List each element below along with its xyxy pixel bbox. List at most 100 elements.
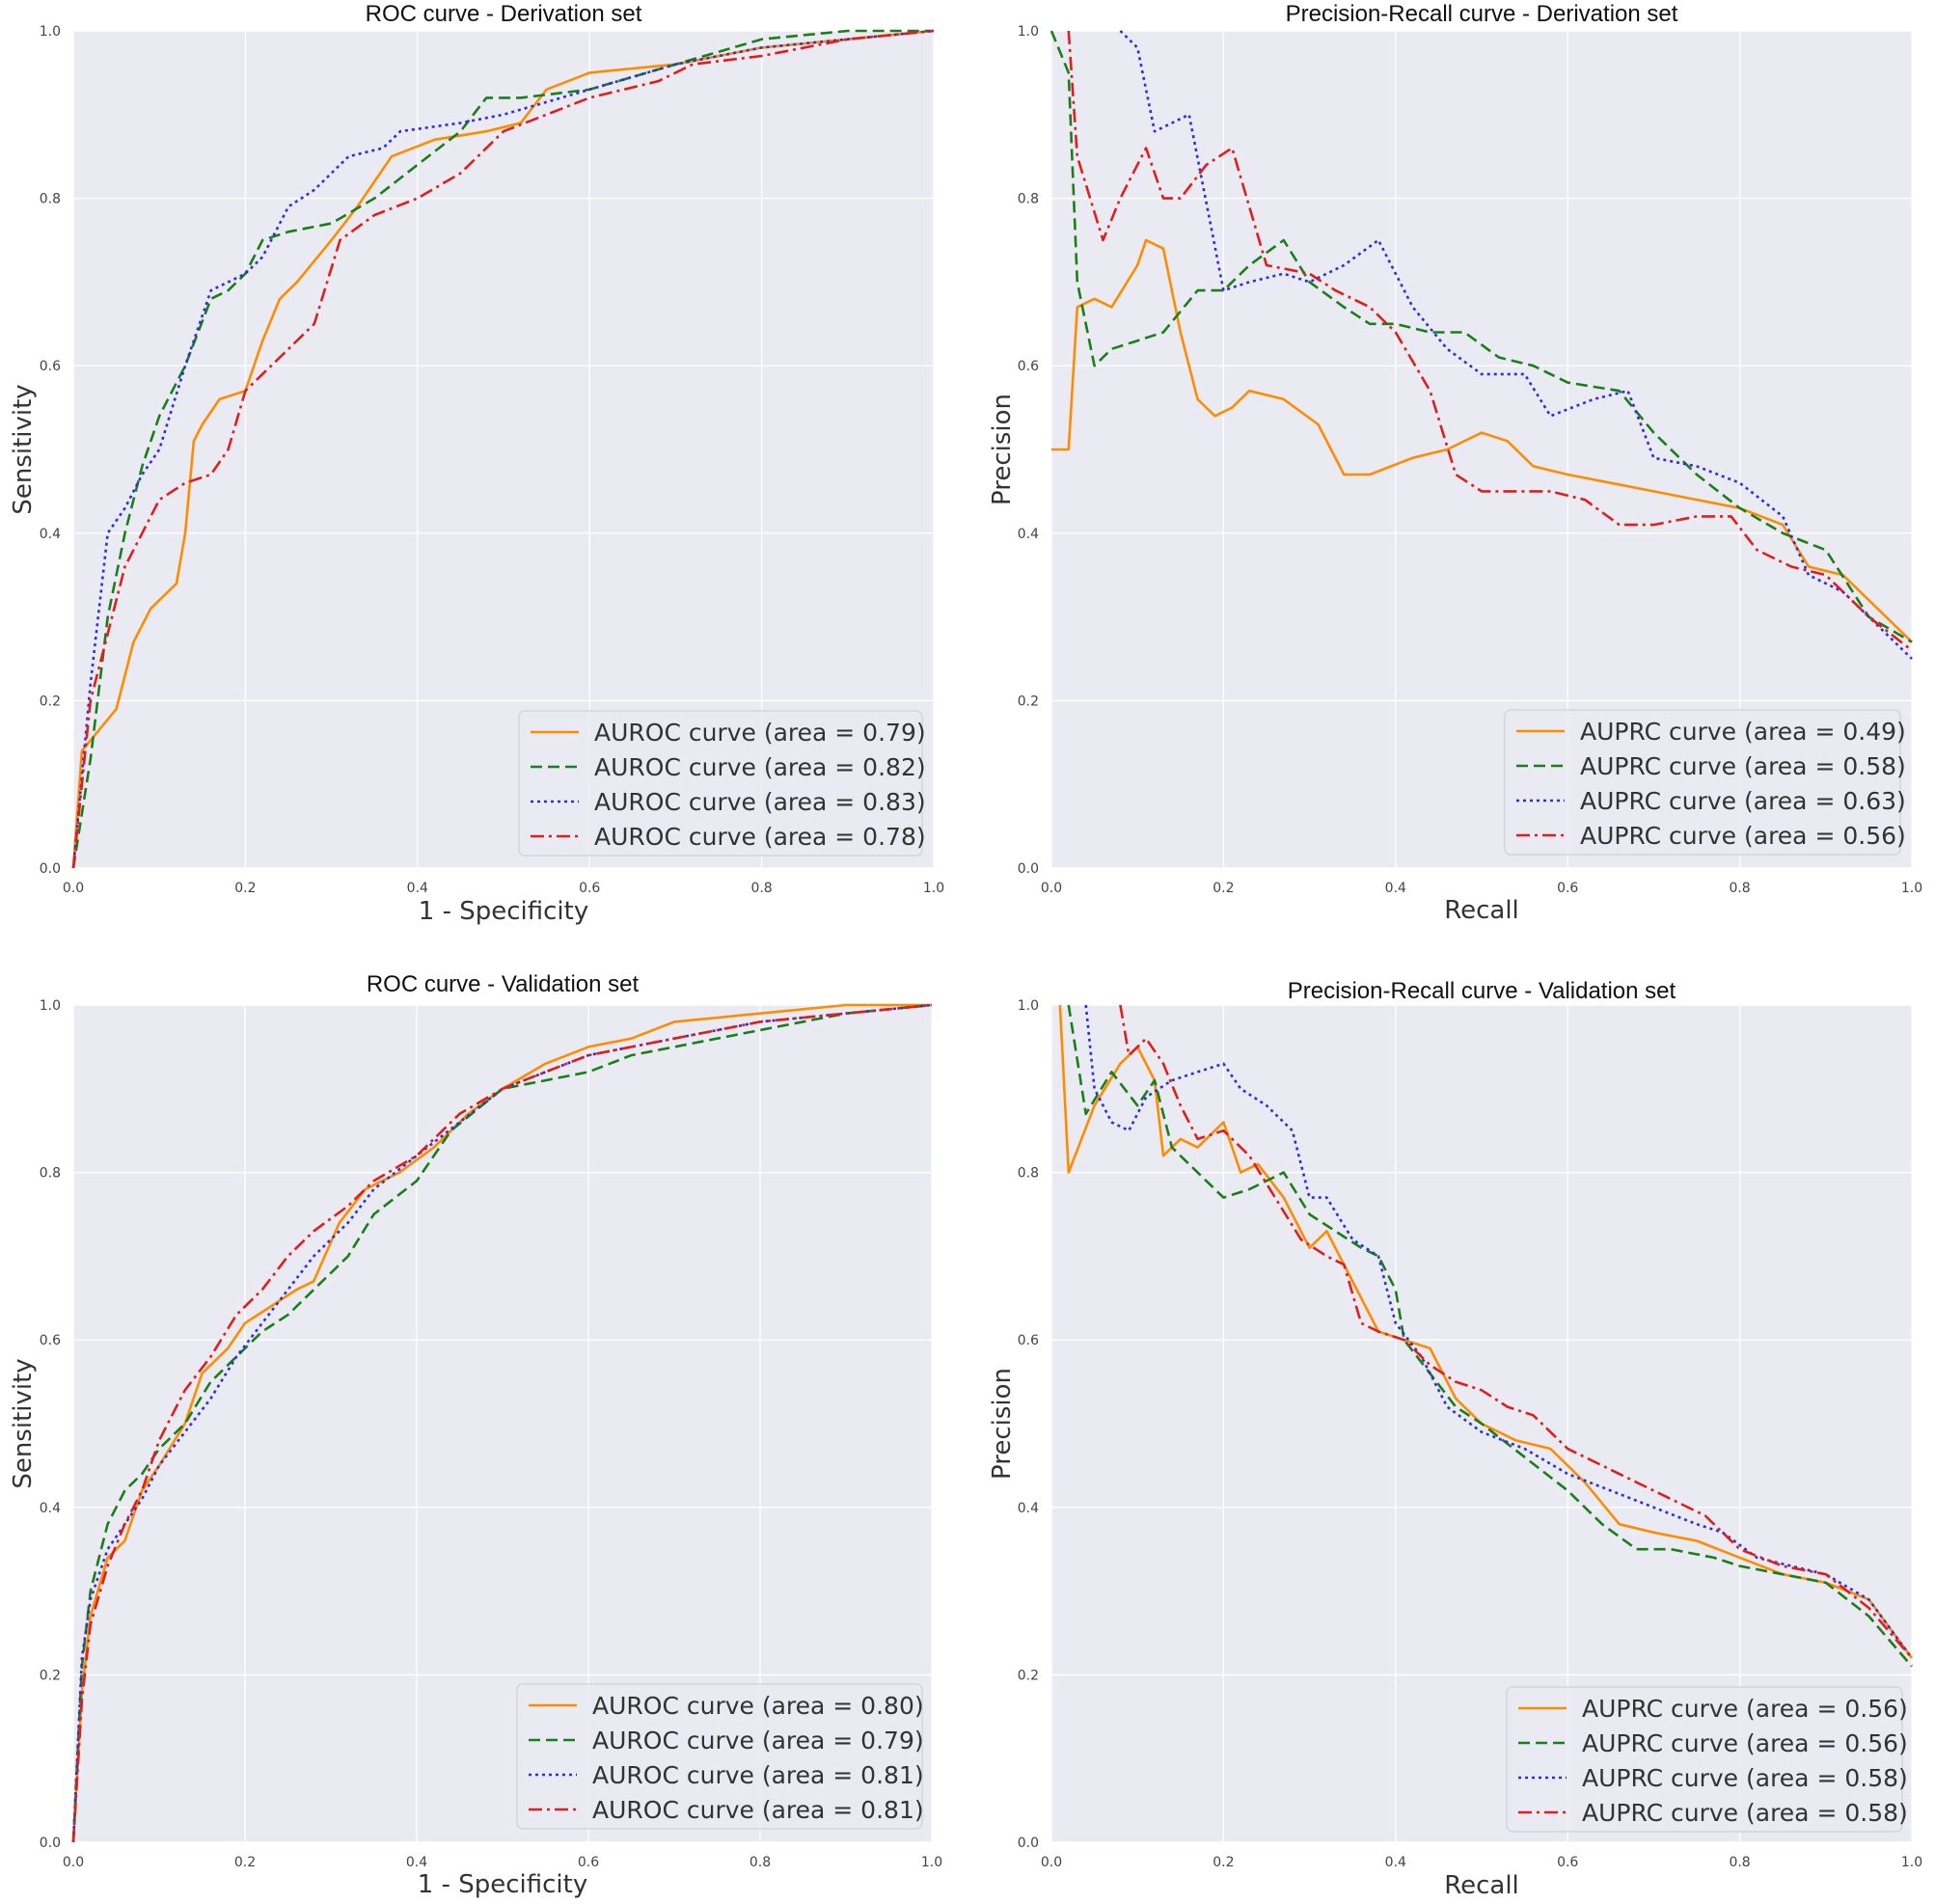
chart-title: Precision-Recall curve - Derivation set (1286, 1, 1678, 27)
legend-entry: AUROC curve (area = 0.79) (592, 1727, 924, 1754)
y-tick-label: 0.2 (1018, 694, 1039, 709)
chart-title: ROC curve - Validation set (367, 971, 640, 997)
legend-entry: AUROC curve (area = 0.81) (592, 1796, 924, 1824)
chart-panel-3: 0.0 0.2 0.4 0.6 0.8 1.0 0.0 0.2 0.4 0.6 0.8 1.0 ROC … (9, 971, 942, 1899)
x-tick-label: 0.8 (750, 881, 772, 896)
legend-box (1506, 1686, 1903, 1833)
x-tick-label: 1.0 (1901, 1855, 1922, 1870)
y-tick-label: 0.4 (40, 1501, 61, 1516)
x-tick-label: 0.0 (1041, 1855, 1062, 1870)
y-tick-label: 0.0 (40, 1836, 61, 1851)
x-tick-label: 0.4 (1385, 1855, 1406, 1870)
y-tick-label: 0.6 (40, 1333, 61, 1348)
series-line-red (71, 1003, 933, 1843)
y-tick-label: 0.0 (1018, 861, 1039, 877)
x-tick-label: 0.4 (407, 881, 428, 896)
series-line-orange (71, 1003, 932, 1843)
series-line-orange (1058, 1004, 1914, 1659)
y-tick-label: 0.0 (40, 861, 61, 877)
legend: AUROC curve (area = 0.79) AUROC curve (ar… (518, 710, 926, 857)
series-line-green (71, 1003, 933, 1843)
series-line-green (1067, 1004, 1913, 1668)
chart-panel-2: 0.0 0.2 0.4 0.6 0.8 1.0 0.0 0.2 0.4 0.6 0.8 1.0 Prec… (988, 1, 1922, 925)
y-tick-label: 0.2 (1018, 1668, 1039, 1683)
x-tick-label: 0.4 (1385, 881, 1406, 896)
legend-entry: AUROC curve (area = 0.82) (594, 753, 926, 781)
chart-panel-4: 0.0 0.2 0.4 0.6 0.8 1.0 0.0 0.2 0.4 0.6 0.8 1.0 Prec… (988, 978, 1922, 1900)
x-axis-label: 1 - Specificity (418, 1870, 587, 1899)
x-axis-label: Recall (1444, 1871, 1519, 1900)
legend-entry: AUROC curve (area = 0.78) (594, 823, 926, 851)
y-tick-label: 0.6 (1018, 1333, 1039, 1348)
x-tick-label: 0.8 (749, 1855, 771, 1870)
y-tick-label: 0.8 (40, 1166, 61, 1182)
series-line-red (71, 29, 935, 869)
x-tick-label: 0.2 (234, 1855, 256, 1870)
legend-entry: AUPRC curve (area = 0.58) (1582, 1764, 1908, 1792)
series-line-red (1119, 1004, 1913, 1659)
x-tick-label: 0.0 (63, 881, 84, 896)
y-axis-label: Precision (988, 1368, 1017, 1480)
legend-entry: AUPRC curve (area = 0.56) (1580, 822, 1906, 850)
legend-entry: AUROC curve (area = 0.80) (592, 1692, 924, 1720)
legend-entry: AUPRC curve (area = 0.58) (1582, 1799, 1908, 1827)
y-axis-label: Sensitivity (9, 1358, 38, 1488)
series-line-green (71, 29, 934, 869)
y-tick-label: 1.0 (1018, 24, 1039, 40)
x-tick-label: 0.8 (1729, 881, 1750, 896)
x-axis-label: Recall (1444, 896, 1519, 925)
y-tick-label: 0.0 (1018, 1836, 1039, 1851)
legend-entry: AUPRC curve (area = 0.56) (1582, 1695, 1908, 1723)
x-tick-label: 0.0 (63, 1855, 84, 1870)
legend: AUPRC curve (area = 0.56) AUPRC curve (ar… (1506, 1686, 1908, 1833)
series-line-orange (1051, 238, 1913, 643)
y-tick-label: 0.6 (1018, 359, 1039, 374)
chart-panel-1: 0.0 0.2 0.4 0.6 0.8 1.0 0.0 0.2 0.4 0.6 0.8 1.0 ROC … (9, 1, 944, 926)
x-tick-label: 0.6 (1557, 881, 1578, 896)
y-axis-label: Sensitivity (9, 384, 38, 514)
y-tick-label: 0.8 (40, 192, 61, 207)
y-tick-label: 1.0 (40, 24, 61, 40)
x-tick-label: 0.0 (1041, 881, 1062, 896)
x-tick-label: 0.8 (1729, 1855, 1750, 1870)
x-tick-label: 0.2 (234, 881, 256, 896)
y-tick-label: 0.2 (40, 694, 61, 709)
chart-title: Precision-Recall curve - Validation set (1288, 978, 1676, 1004)
legend-box (1504, 709, 1901, 856)
x-tick-label: 0.6 (1557, 1855, 1578, 1870)
y-tick-label: 0.4 (1018, 1501, 1039, 1516)
y-tick-label: 0.4 (1018, 527, 1039, 542)
y-axis-label: Precision (988, 394, 1017, 505)
series-line-red (1067, 30, 1913, 652)
y-tick-label: 0.4 (40, 527, 61, 542)
series-line-blue (1119, 30, 1913, 660)
x-tick-label: 1.0 (923, 881, 944, 896)
series-line-orange (71, 29, 935, 869)
legend-entry: AUROC curve (area = 0.79) (594, 719, 926, 747)
y-tick-label: 0.8 (1018, 1166, 1039, 1182)
legend-entry: AUPRC curve (area = 0.56) (1582, 1729, 1908, 1757)
legend-box (518, 710, 923, 857)
legend-entry: AUPRC curve (area = 0.63) (1580, 787, 1906, 815)
legend-entry: AUPRC curve (area = 0.58) (1580, 752, 1906, 780)
legend-entry: AUROC curve (area = 0.83) (594, 788, 926, 816)
legend-box (516, 1683, 923, 1830)
x-tick-label: 0.6 (579, 881, 600, 896)
y-tick-label: 1.0 (40, 998, 61, 1014)
chart-title: ROC curve - Derivation set (366, 1, 642, 27)
y-tick-label: 0.6 (40, 359, 61, 374)
series-line-blue (71, 29, 935, 869)
series-line-green (1049, 30, 1913, 643)
legend: AUROC curve (area = 0.80) AUROC curve (ar… (516, 1683, 924, 1830)
y-tick-label: 0.8 (1018, 192, 1039, 207)
x-tick-label: 0.4 (406, 1855, 427, 1870)
y-tick-label: 0.2 (40, 1668, 61, 1683)
x-tick-label: 1.0 (921, 1855, 942, 1870)
legend: AUPRC curve (area = 0.49) AUPRC curve (ar… (1504, 709, 1906, 856)
legend-entry: AUPRC curve (area = 0.49) (1580, 718, 1906, 746)
x-tick-label: 1.0 (1901, 881, 1922, 896)
y-tick-label: 1.0 (1018, 998, 1039, 1014)
x-axis-label: 1 - Specificity (419, 897, 588, 926)
legend-entry: AUROC curve (area = 0.81) (592, 1761, 924, 1789)
